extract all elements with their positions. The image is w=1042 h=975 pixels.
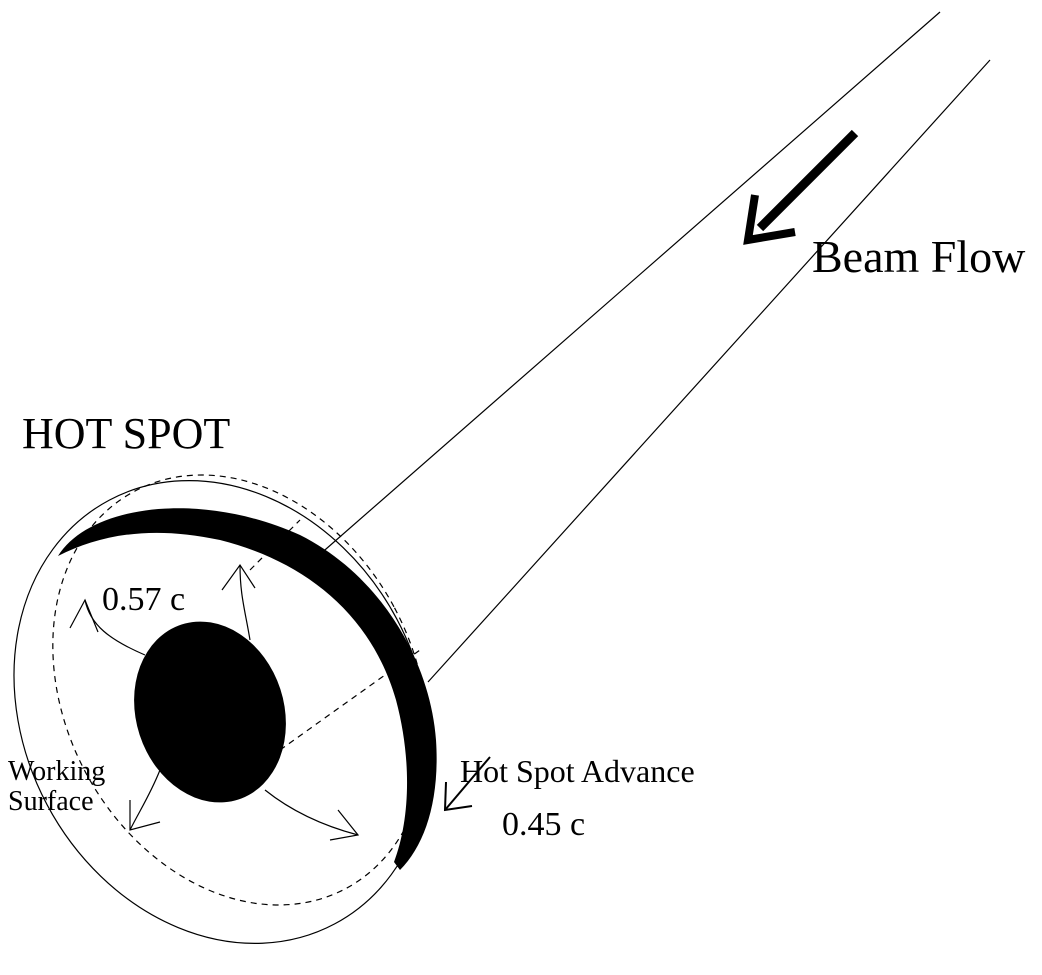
beam-flow-label: Beam Flow bbox=[812, 231, 1026, 282]
inner-disc bbox=[134, 621, 286, 803]
arrowhead bbox=[69, 598, 99, 633]
inner-speed-label: 0.57 c bbox=[102, 581, 185, 618]
beam-arrow bbox=[756, 129, 859, 232]
beam-arrowhead bbox=[743, 194, 796, 245]
beam-edge bbox=[317, 11, 941, 557]
flow-arrow bbox=[84, 599, 146, 656]
hot-spot-label: HOT SPOT bbox=[22, 409, 230, 458]
outer-surface bbox=[13, 480, 431, 944]
working-label: Working bbox=[8, 756, 105, 787]
advance-label: Hot Spot Advance bbox=[460, 753, 695, 789]
advance-speed-label: 0.45 c bbox=[502, 806, 585, 843]
arrowhead bbox=[329, 809, 360, 841]
flow-arrow bbox=[264, 789, 359, 836]
flow-arrow bbox=[239, 564, 251, 641]
arrowhead bbox=[129, 800, 161, 831]
flow-arrow bbox=[129, 769, 161, 831]
surface-label: Surface bbox=[8, 786, 94, 817]
hot-spot-crescent bbox=[58, 508, 437, 870]
beam-edge bbox=[427, 59, 991, 683]
dashed-surface bbox=[52, 474, 428, 906]
arrowhead bbox=[221, 563, 256, 591]
advance-arrowhead bbox=[443, 781, 473, 812]
advance-arrow bbox=[444, 756, 491, 811]
